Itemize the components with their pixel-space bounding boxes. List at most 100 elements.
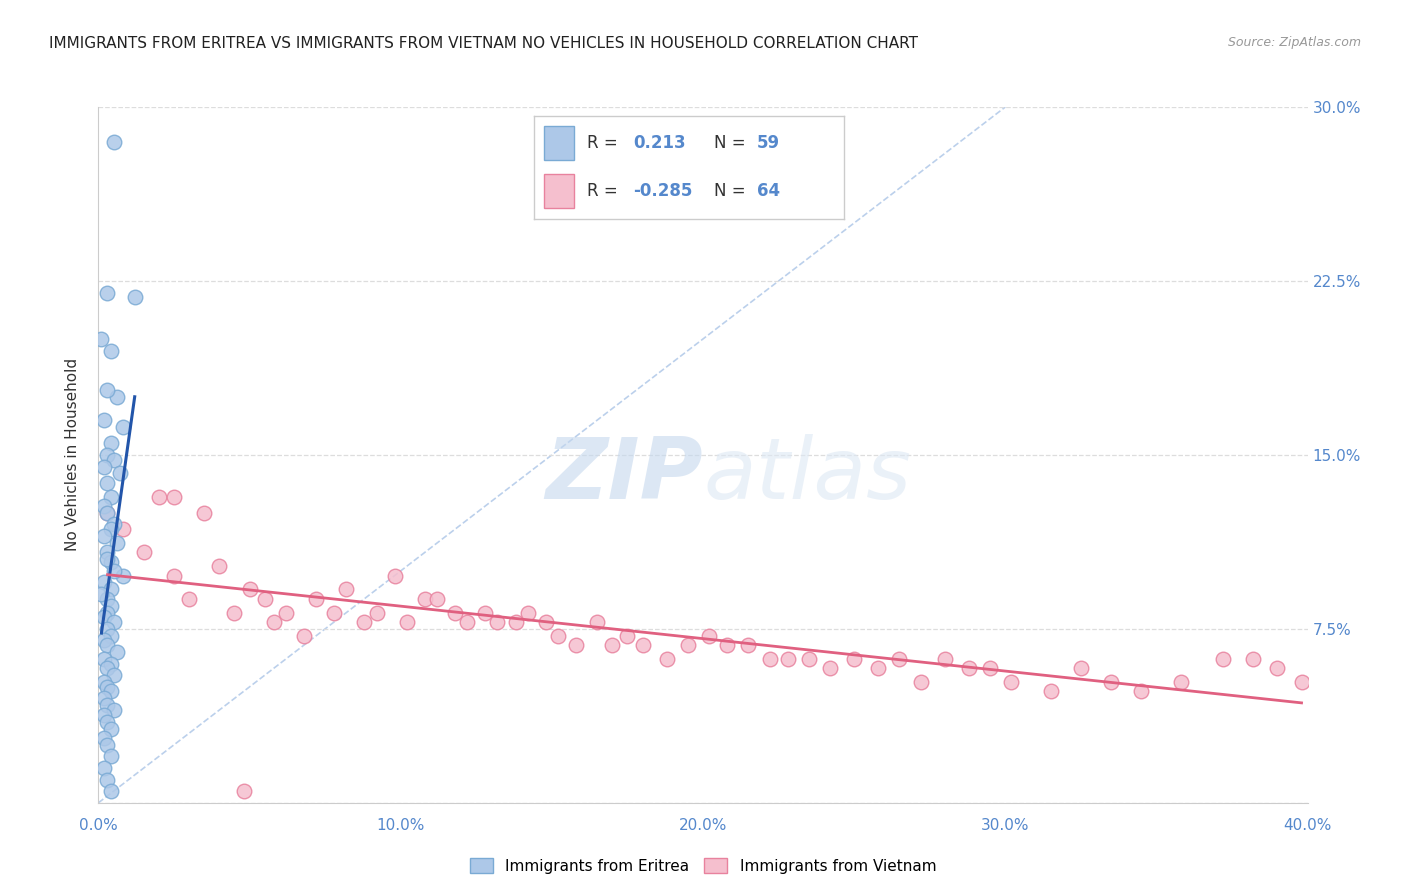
Point: [100, 684, 122, 698]
Point: [384, 568, 406, 582]
Point: [586, 615, 609, 629]
Point: [100, 784, 122, 798]
Point: [96, 383, 118, 397]
Point: [910, 675, 932, 690]
Point: [516, 606, 538, 620]
Point: [111, 568, 134, 582]
Point: [124, 290, 146, 304]
Point: [274, 606, 297, 620]
Point: [105, 390, 128, 404]
Text: -0.285: -0.285: [633, 182, 693, 201]
Point: [737, 638, 759, 652]
Point: [100, 582, 122, 597]
Text: N =: N =: [714, 134, 751, 153]
Point: [868, 661, 890, 675]
Point: [323, 606, 346, 620]
Point: [1000, 675, 1022, 690]
Point: [263, 615, 285, 629]
Point: [889, 652, 911, 666]
Point: [100, 436, 122, 450]
Point: [444, 606, 467, 620]
Point: [100, 522, 122, 536]
Point: [426, 591, 449, 606]
Text: 0.0%: 0.0%: [79, 818, 118, 833]
Point: [844, 652, 866, 666]
Point: [96, 622, 118, 636]
Point: [224, 606, 246, 620]
Point: [90, 332, 112, 346]
Point: [1070, 661, 1092, 675]
Point: [93, 761, 115, 775]
Point: [103, 135, 125, 149]
Point: [353, 615, 375, 629]
Point: [1267, 661, 1289, 675]
Point: [193, 506, 215, 520]
Text: 59: 59: [756, 134, 780, 153]
Point: [979, 661, 1001, 675]
Point: [93, 459, 115, 474]
Point: [697, 629, 720, 643]
Text: Source: ZipAtlas.com: Source: ZipAtlas.com: [1227, 36, 1361, 49]
FancyBboxPatch shape: [544, 127, 575, 160]
Point: [366, 606, 388, 620]
Text: IMMIGRANTS FROM ERITREA VS IMMIGRANTS FROM VIETNAM NO VEHICLES IN HOUSEHOLD CORR: IMMIGRANTS FROM ERITREA VS IMMIGRANTS FR…: [49, 36, 918, 51]
Point: [96, 661, 118, 675]
Point: [111, 420, 134, 434]
Text: atlas: atlas: [703, 434, 911, 517]
Point: [96, 506, 118, 520]
Point: [93, 652, 115, 666]
Point: [103, 452, 125, 467]
Point: [1291, 675, 1313, 690]
Point: [335, 582, 357, 597]
Point: [292, 629, 315, 643]
Point: [1241, 652, 1264, 666]
Point: [96, 506, 118, 520]
Point: [474, 606, 496, 620]
Point: [253, 591, 276, 606]
Point: [957, 661, 980, 675]
Point: [1099, 675, 1122, 690]
Point: [505, 615, 527, 629]
Point: [818, 661, 841, 675]
Point: [631, 638, 654, 652]
Text: N =: N =: [714, 182, 751, 201]
Point: [534, 615, 557, 629]
Point: [100, 722, 122, 736]
Point: [103, 703, 125, 717]
Point: [96, 545, 118, 559]
Point: [93, 675, 115, 690]
Point: [96, 448, 118, 462]
Point: [758, 652, 780, 666]
Point: [1039, 684, 1062, 698]
Point: [111, 522, 134, 536]
Point: [547, 629, 569, 643]
FancyBboxPatch shape: [544, 175, 575, 208]
Point: [602, 638, 624, 652]
Point: [486, 615, 509, 629]
Text: ZIP: ZIP: [546, 434, 703, 517]
Text: R =: R =: [586, 134, 623, 153]
Point: [239, 582, 262, 597]
Point: [208, 559, 231, 574]
Point: [676, 638, 699, 652]
Point: [100, 599, 122, 613]
Point: [96, 475, 118, 490]
Point: [1212, 652, 1234, 666]
Point: [100, 749, 122, 764]
Y-axis label: No Vehicles in Household: No Vehicles in Household: [65, 359, 80, 551]
Point: [96, 698, 118, 713]
Point: [105, 645, 128, 659]
Point: [100, 343, 122, 358]
Point: [93, 691, 115, 706]
Point: [655, 652, 678, 666]
Point: [1130, 684, 1153, 698]
Point: [103, 668, 125, 682]
Point: [934, 652, 956, 666]
Text: 64: 64: [756, 182, 780, 201]
Point: [163, 568, 186, 582]
Point: [305, 591, 328, 606]
Text: 10.0%: 10.0%: [377, 818, 425, 833]
Point: [616, 629, 638, 643]
Point: [93, 499, 115, 513]
Text: 20.0%: 20.0%: [679, 818, 727, 833]
